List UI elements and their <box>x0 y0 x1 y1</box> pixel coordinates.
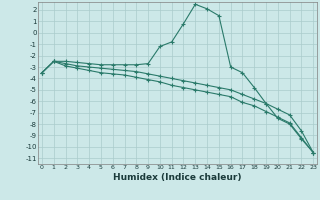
X-axis label: Humidex (Indice chaleur): Humidex (Indice chaleur) <box>113 173 242 182</box>
